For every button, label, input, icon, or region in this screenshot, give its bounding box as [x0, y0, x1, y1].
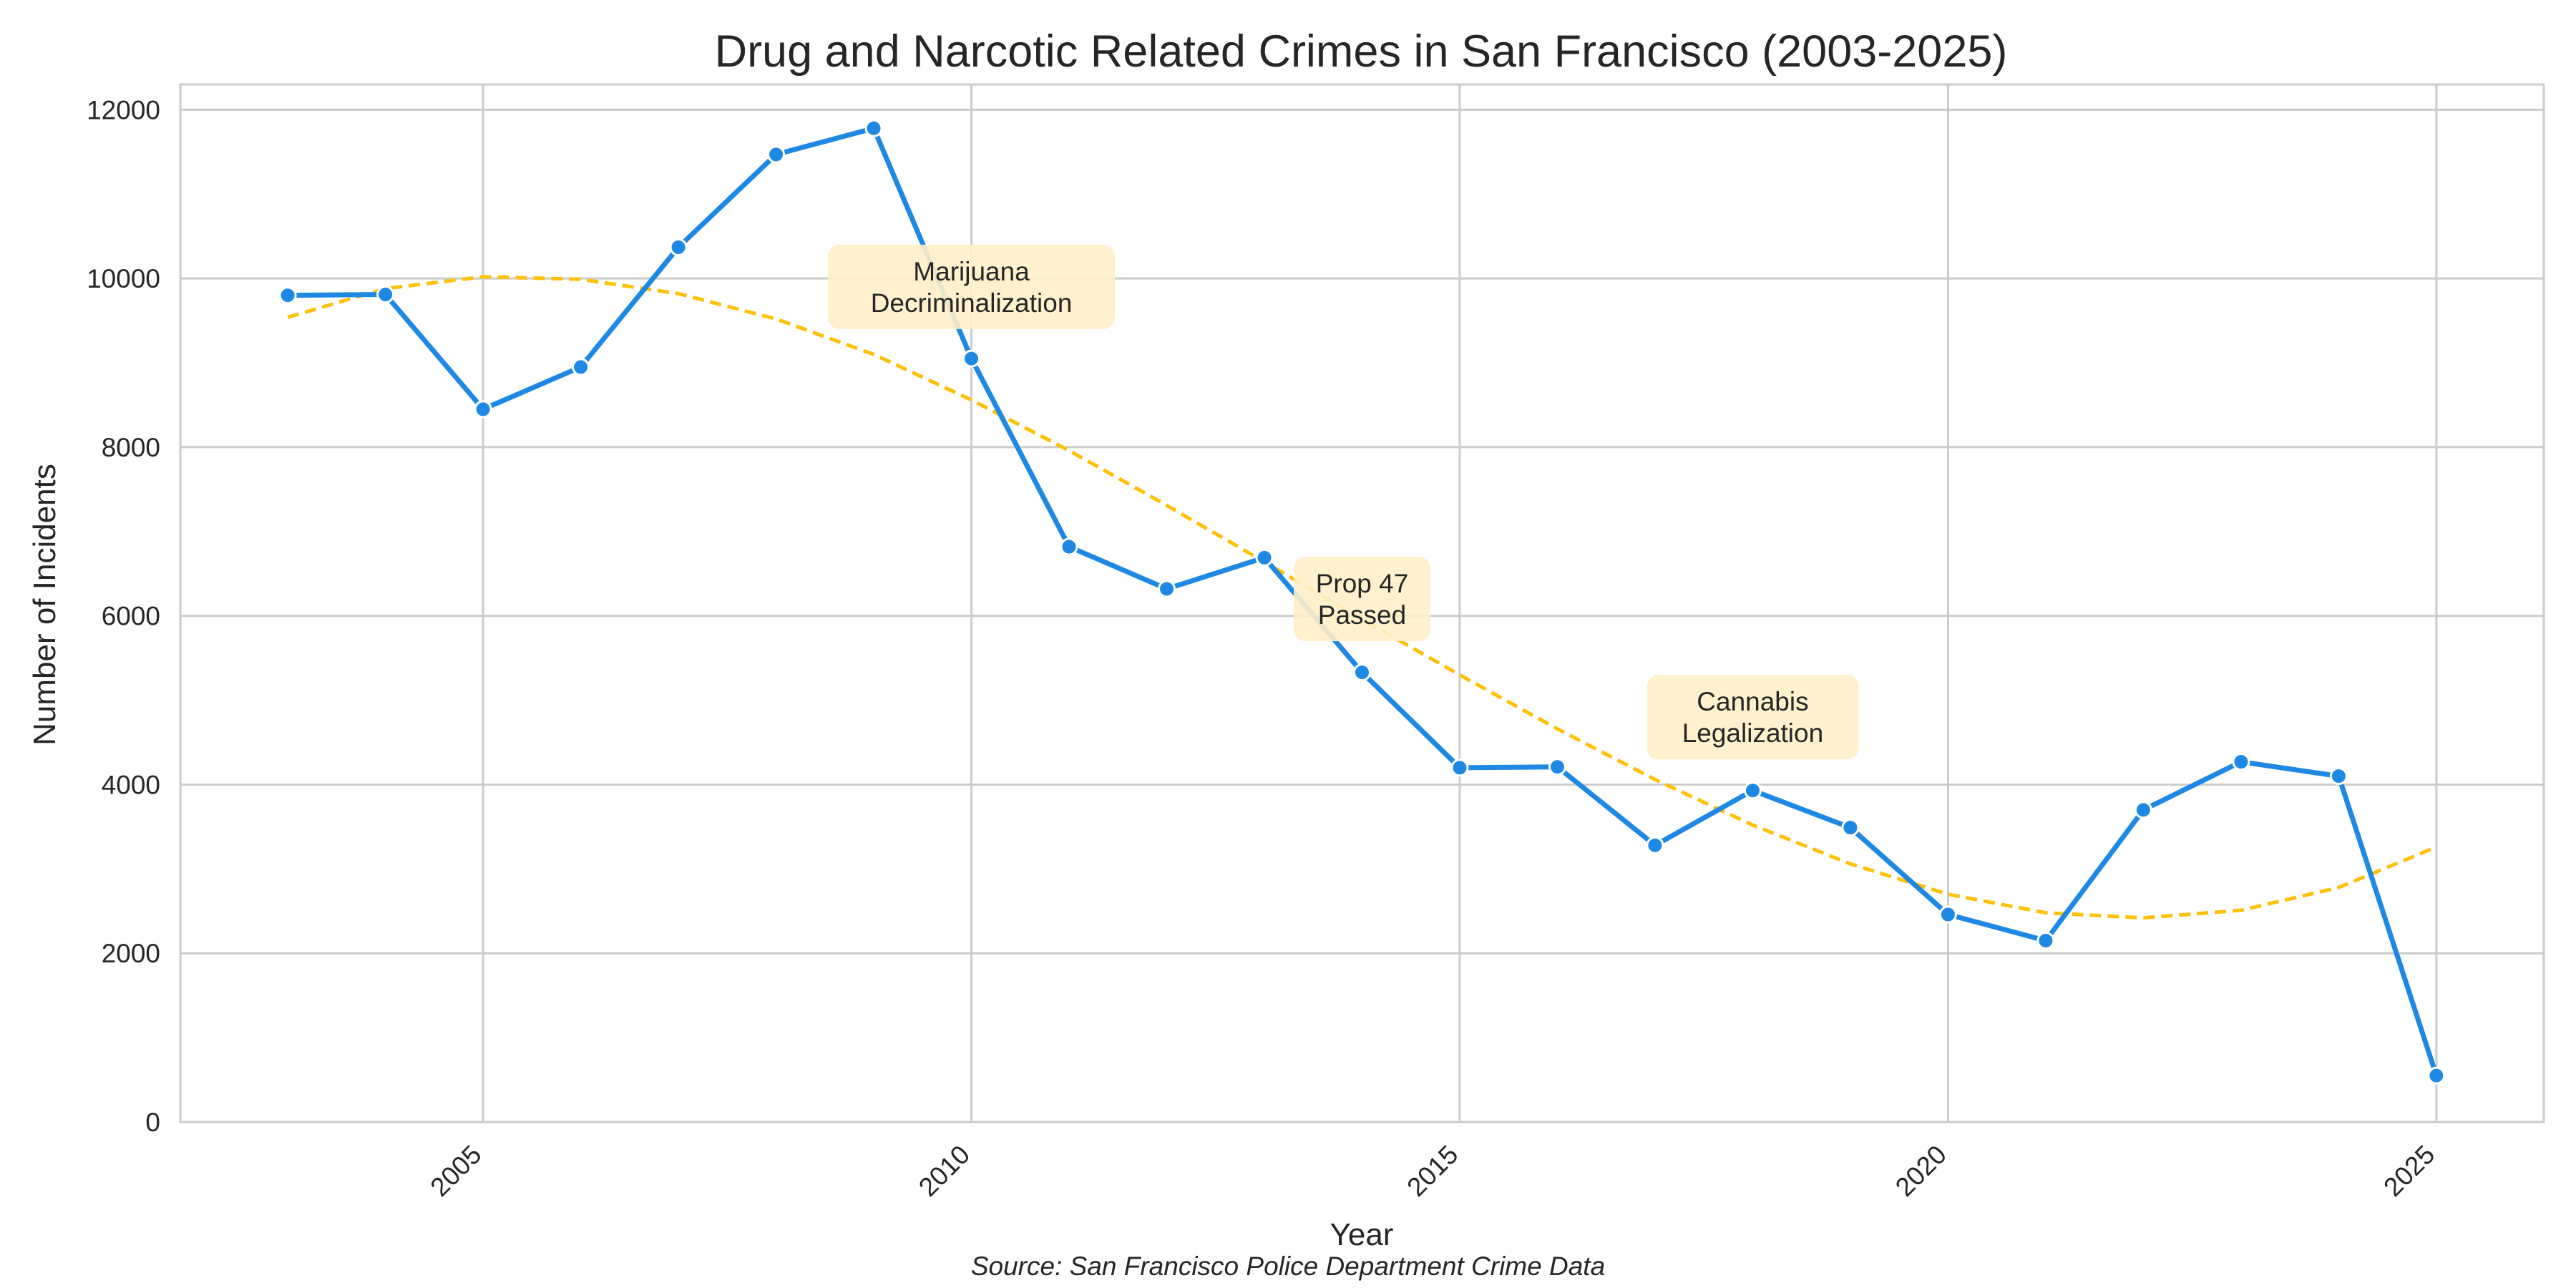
data-point: [572, 358, 590, 376]
y-tick-label: 6000: [102, 602, 160, 631]
annotation: Cannabis Legalization: [1646, 675, 1859, 760]
plot-frame: [179, 83, 2545, 1123]
data-point: [1060, 537, 1078, 556]
data-point: [278, 286, 297, 305]
data-point: [1255, 548, 1274, 567]
source-note: Source: San Francisco Police Department …: [971, 1252, 1605, 1281]
y-tick-label: 12000: [87, 95, 160, 125]
data-point: [1841, 819, 1860, 837]
data-point: [2036, 932, 2055, 950]
data-point: [1743, 781, 1762, 800]
data-point: [1548, 758, 1566, 776]
data-point: [1938, 905, 1957, 924]
annotation-box: [828, 244, 1116, 329]
data-point: [767, 145, 786, 164]
data-point: [962, 349, 981, 368]
data-point: [474, 400, 492, 419]
annotation-box: [1294, 557, 1430, 642]
annotation: Marijuana Decriminalization: [828, 244, 1116, 329]
data-point: [376, 286, 395, 304]
data-point: [2427, 1066, 2446, 1085]
annotation-box: [1646, 675, 1859, 760]
annotations: Marijuana Decriminalization Prop 47 Passed C…: [828, 244, 1859, 760]
y-tick-label: 0: [145, 1108, 160, 1137]
data-point: [1450, 758, 1469, 777]
annotation-text: Prop 47 Passed: [1316, 569, 1409, 630]
y-tick-label: 2000: [102, 939, 160, 968]
chart-title: Drug and Narcotic Related Crimes in San …: [715, 26, 2008, 77]
data-point: [864, 119, 883, 137]
y-tick-label: 4000: [102, 770, 160, 799]
series: [278, 119, 2446, 1085]
annotation: Prop 47 Passed: [1294, 557, 1430, 642]
annotation-text: Marijuana Decriminalization: [871, 257, 1073, 318]
data-point: [2329, 767, 2348, 786]
data-point: [1646, 836, 1664, 854]
data-point: [2232, 753, 2250, 771]
data-point: [1158, 580, 1176, 598]
y-axis-label: Number of Incidents: [27, 464, 62, 746]
x-axis-label: Year: [1330, 1217, 1394, 1252]
annotation-text: Cannabis Legalization: [1682, 687, 1823, 748]
y-tick-label: 8000: [102, 433, 160, 462]
data-point: [2134, 801, 2152, 819]
data-point: [1353, 663, 1371, 682]
y-tick-label: 10000: [87, 264, 160, 293]
data-point: [669, 238, 688, 257]
